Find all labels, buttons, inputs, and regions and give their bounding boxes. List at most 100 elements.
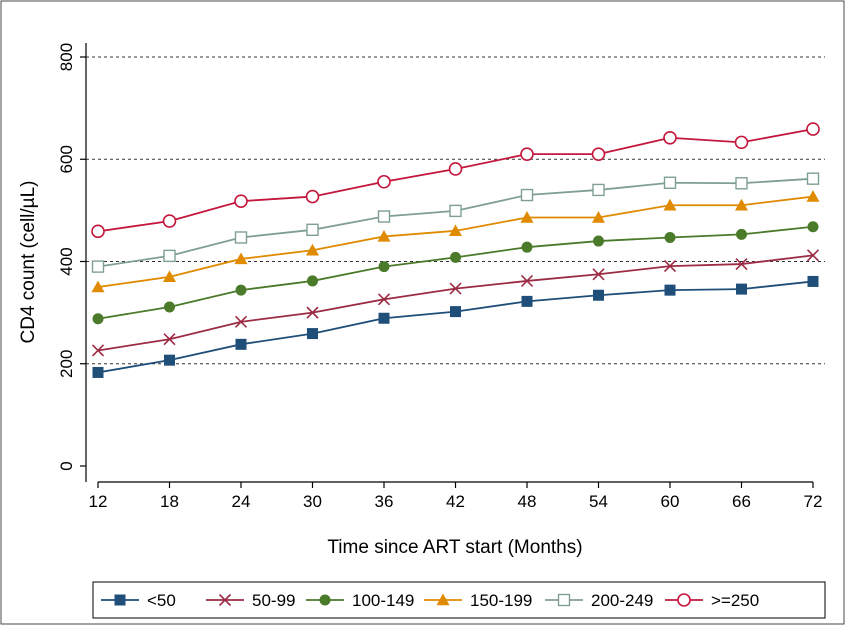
point-0-8-shape bbox=[664, 284, 676, 296]
x-tick-label-72: 72 bbox=[804, 492, 823, 511]
point-2-7-shape bbox=[593, 235, 604, 247]
point-4-7 bbox=[592, 183, 605, 197]
point-0-6 bbox=[521, 295, 533, 307]
point-5-7-shape bbox=[591, 147, 606, 161]
point-0-3-shape bbox=[307, 328, 318, 340]
point-1-8 bbox=[663, 260, 677, 273]
legend-marker-0 bbox=[114, 594, 126, 606]
point-5-2 bbox=[234, 194, 248, 208]
point-2-10-shape bbox=[807, 221, 819, 233]
legend-marker-4 bbox=[557, 593, 571, 607]
point-0-5 bbox=[450, 306, 461, 318]
point-1-0 bbox=[91, 344, 105, 357]
point-1-4-stroke-b bbox=[377, 293, 391, 306]
point-0-1 bbox=[164, 354, 175, 366]
legend-item-0: <50 bbox=[101, 591, 176, 610]
point-0-10-shape bbox=[807, 275, 819, 287]
point-5-0 bbox=[91, 224, 105, 239]
point-5-0-shape bbox=[91, 224, 105, 239]
point-3-5-shape bbox=[449, 224, 462, 237]
y-tick-label-800: 800 bbox=[57, 43, 76, 71]
point-2-0-shape bbox=[92, 313, 104, 325]
legend-item-2: 100-149 bbox=[306, 591, 414, 610]
point-1-2-stroke-b bbox=[234, 315, 248, 328]
y-tick-label-600: 600 bbox=[57, 145, 76, 173]
point-1-1 bbox=[163, 333, 176, 346]
legend-label-4: 200-249 bbox=[591, 591, 653, 610]
legend-item-4: 200-249 bbox=[545, 591, 653, 610]
point-1-1-stroke-b bbox=[163, 333, 176, 346]
point-3-9 bbox=[735, 198, 748, 211]
point-4-8 bbox=[663, 176, 677, 189]
point-5-2-shape bbox=[234, 194, 248, 208]
legend-label-1: 50-99 bbox=[252, 591, 295, 610]
legend: <50 50-99 100-149 150-199 200-249 >=250 bbox=[92, 581, 826, 619]
point-3-4-shape bbox=[377, 229, 391, 242]
point-4-1-shape bbox=[163, 249, 176, 263]
point-2-5-shape bbox=[450, 251, 461, 263]
legend-item-3: 150-199 bbox=[424, 591, 532, 610]
point-2-7 bbox=[593, 235, 604, 247]
point-5-8 bbox=[663, 130, 677, 145]
point-4-6 bbox=[520, 188, 534, 202]
point-2-1 bbox=[164, 301, 175, 313]
point-5-8-shape bbox=[663, 130, 677, 145]
point-2-2 bbox=[235, 284, 247, 296]
y-axis-label: CD4 count (cell/µL) bbox=[18, 180, 39, 343]
point-3-6-shape bbox=[520, 211, 534, 223]
point-1-6-stroke-b bbox=[520, 274, 534, 287]
point-0-9-shape bbox=[736, 283, 747, 295]
point-1-9-stroke-b bbox=[735, 257, 748, 271]
point-1-0-stroke-b bbox=[91, 344, 105, 357]
legend-item-5: >=250 bbox=[665, 591, 759, 610]
point-5-3-shape bbox=[305, 189, 320, 204]
point-3-0 bbox=[91, 280, 105, 293]
point-0-7-shape bbox=[593, 289, 604, 301]
point-5-4-shape bbox=[377, 174, 391, 189]
point-3-1-shape bbox=[163, 270, 176, 283]
point-4-2-shape bbox=[234, 231, 248, 244]
legend-marker-2 bbox=[319, 594, 331, 606]
point-4-0-shape bbox=[91, 260, 105, 273]
legend-marker-2-shape bbox=[319, 594, 331, 606]
point-0-6-shape bbox=[521, 295, 533, 307]
point-2-8-shape bbox=[664, 231, 676, 243]
point-2-2-shape bbox=[235, 284, 247, 296]
point-0-2 bbox=[235, 338, 247, 350]
point-3-7-shape bbox=[592, 211, 605, 223]
point-4-5-shape bbox=[449, 204, 462, 218]
legend-marker-3 bbox=[436, 593, 450, 606]
point-0-0 bbox=[92, 366, 104, 378]
point-4-3 bbox=[306, 223, 319, 237]
point-4-9 bbox=[735, 177, 748, 190]
point-0-0-shape bbox=[92, 366, 104, 378]
point-1-9 bbox=[735, 257, 748, 271]
point-3-2-shape bbox=[234, 252, 248, 265]
point-4-6-shape bbox=[520, 188, 534, 202]
point-5-6 bbox=[520, 147, 534, 161]
legend-marker-1-stroke-b bbox=[218, 593, 232, 607]
point-3-6 bbox=[520, 211, 534, 223]
point-2-5 bbox=[450, 251, 461, 263]
point-2-3 bbox=[307, 275, 318, 287]
y-tick-label-200: 200 bbox=[57, 350, 76, 378]
point-5-1 bbox=[162, 214, 177, 228]
point-4-5 bbox=[449, 204, 462, 218]
point-0-1-shape bbox=[164, 354, 175, 366]
point-4-7-shape bbox=[592, 183, 605, 197]
point-2-1-shape bbox=[164, 301, 175, 313]
legend-label-3: 150-199 bbox=[470, 591, 532, 610]
x-tick-label-60: 60 bbox=[661, 492, 680, 511]
point-0-2-shape bbox=[235, 338, 247, 350]
point-5-5 bbox=[448, 162, 463, 176]
point-3-8 bbox=[663, 198, 677, 211]
point-5-4 bbox=[377, 174, 391, 189]
legend-label-0: <50 bbox=[147, 591, 176, 610]
point-1-8-stroke-b bbox=[663, 260, 677, 273]
point-1-4 bbox=[377, 293, 391, 306]
point-0-5-shape bbox=[450, 306, 461, 318]
point-5-10 bbox=[806, 122, 820, 136]
point-3-1 bbox=[163, 270, 176, 283]
